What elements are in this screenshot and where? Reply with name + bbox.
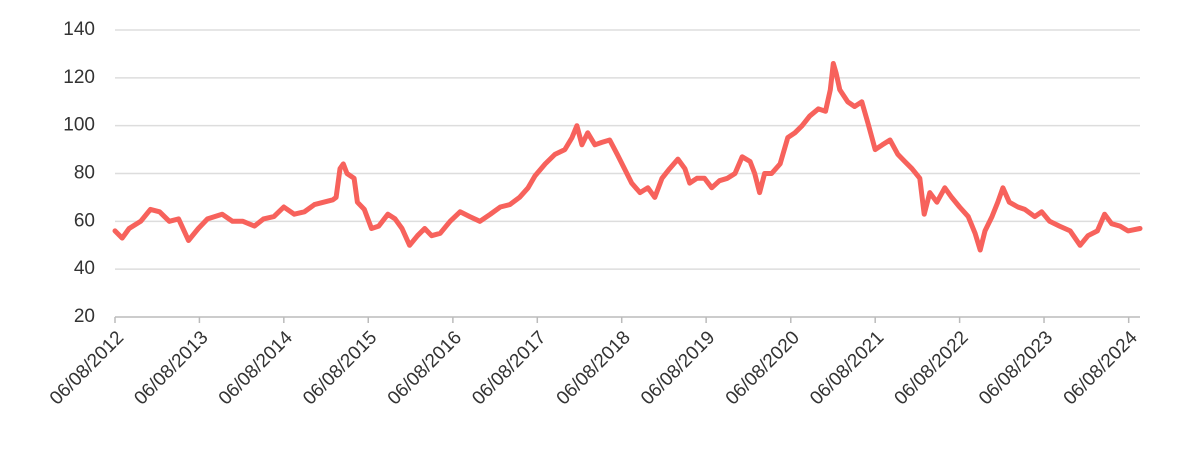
y-tick-label: 40 — [74, 258, 95, 279]
x-tick-label: 06/08/2023 — [975, 327, 1057, 409]
x-tick-label: 06/08/2013 — [130, 327, 212, 409]
x-tick-label: 06/08/2012 — [46, 327, 128, 409]
x-tick-label: 06/08/2021 — [806, 327, 888, 409]
x-tick-label: 06/08/2019 — [637, 327, 719, 409]
x-tick-label: 06/08/2017 — [468, 327, 550, 409]
y-tick-label: 60 — [74, 210, 95, 231]
data-line — [112, 61, 1143, 253]
y-tick-label: 100 — [63, 115, 95, 136]
x-tick-label: 06/08/2022 — [891, 327, 973, 409]
x-tick-label: 06/08/2015 — [299, 327, 381, 409]
y-tick-label: 20 — [74, 306, 95, 327]
x-tick-label: 06/08/2016 — [384, 327, 466, 409]
y-tick-label: 140 — [63, 19, 95, 40]
x-tick-label: 06/08/2024 — [1060, 327, 1142, 409]
x-tick-label: 06/08/2020 — [722, 327, 804, 409]
x-tick-label: 06/08/2018 — [553, 327, 635, 409]
x-tick-label: 06/08/2014 — [215, 327, 297, 409]
y-tick-label: 120 — [63, 67, 95, 88]
y-tick-label: 80 — [74, 163, 95, 184]
